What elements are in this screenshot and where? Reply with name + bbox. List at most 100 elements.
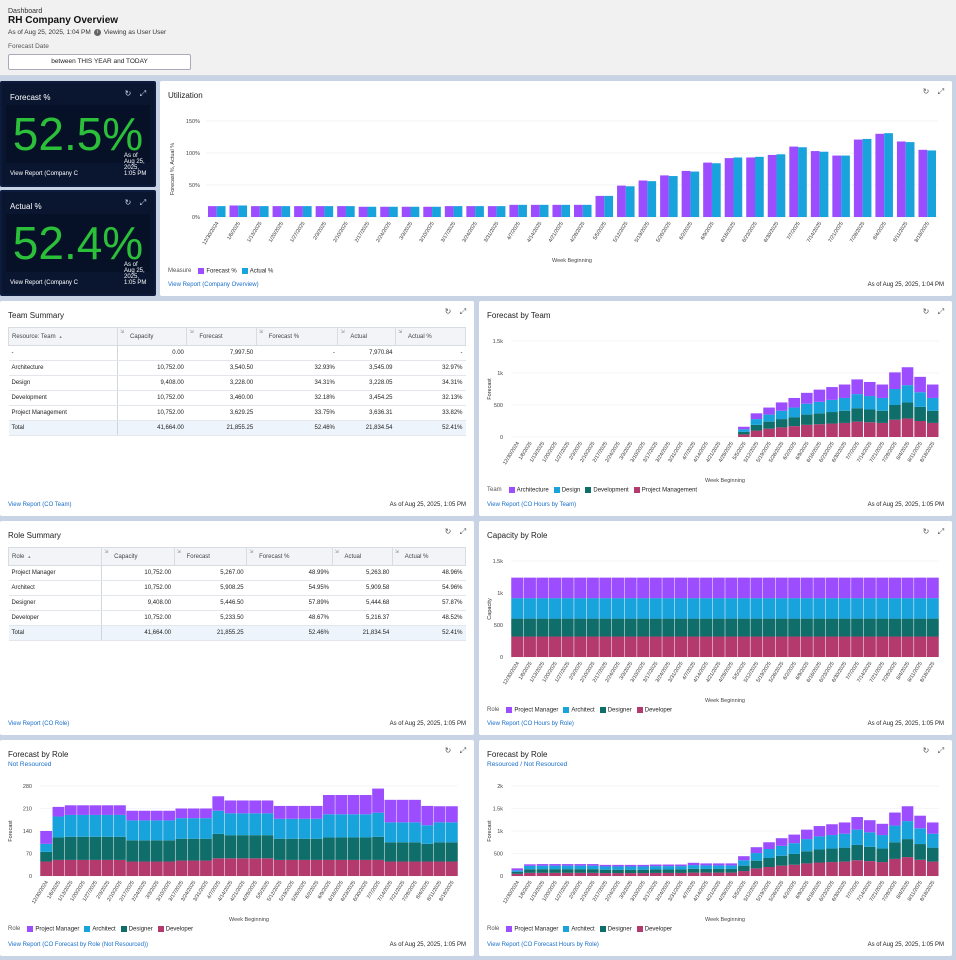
kpi-actual-report-link[interactable]: View Report (Company C	[10, 280, 78, 286]
table-row[interactable]: -0.00 7,997.50-7,970.84-	[8, 345, 466, 361]
expand-icon[interactable]: ⤢	[459, 746, 467, 755]
expand-icon[interactable]: ⤢	[937, 87, 945, 96]
column-header[interactable]: ⇲ Actual %	[395, 327, 466, 346]
legend-item-design[interactable]: Design	[553, 487, 580, 494]
legend-item-developer[interactable]: Developer	[636, 926, 672, 933]
table-row[interactable]: Project Manager 10,752.00 5,267.00 48.99% 5,…	[8, 565, 466, 581]
expand-icon[interactable]: ⤢	[459, 527, 467, 536]
column-menu-icon[interactable]: ⇲	[176, 549, 181, 555]
table-row[interactable]: Total 41,664.00 21,855.25 52.46% 21,834.54 52…	[8, 625, 466, 641]
bar-segment	[876, 577, 889, 599]
column-header[interactable]: ⇲ Forecast %	[246, 547, 333, 566]
column-menu-icon[interactable]: ⇲	[249, 549, 254, 555]
column-menu-icon[interactable]: ⇲	[340, 329, 345, 335]
refresh-icon[interactable]: ↻	[922, 746, 930, 755]
bar-segment	[536, 872, 549, 876]
forecast-by-team-report-link[interactable]: View Report (CO Hours by Team)	[487, 502, 577, 508]
refresh-icon[interactable]: ↻	[444, 307, 452, 316]
column-menu-icon[interactable]: ⇲	[398, 329, 403, 335]
refresh-icon[interactable]: ↻	[444, 527, 452, 536]
refresh-icon[interactable]: ↻	[922, 527, 930, 536]
column-menu-icon[interactable]: ⇲	[120, 329, 125, 335]
column-header[interactable]: ⇲ Capacity	[117, 327, 188, 346]
column-header[interactable]: Resource: Team ▲	[7, 327, 119, 346]
capacity-by-role-report-link[interactable]: View Report (CO Hours by Role)	[487, 721, 574, 727]
sort-icon[interactable]: ▲	[58, 333, 63, 339]
legend-item-architect[interactable]: Architect	[84, 926, 116, 933]
legend-item-forecast[interactable]: Forecast %	[198, 268, 237, 275]
column-header[interactable]: ⇲ Forecast %	[255, 327, 339, 346]
forecast-by-role-r-subtitle[interactable]: Resourced / Not Resourced	[487, 761, 568, 768]
column-header[interactable]: ⇲ Forecast	[173, 547, 248, 566]
expand-icon[interactable]: ⤢	[937, 527, 945, 536]
table-cell: 57.87%	[392, 595, 466, 611]
column-menu-icon[interactable]: ⇲	[334, 549, 339, 555]
table-row[interactable]: Design 9,408.00 3,228.00 34.31% 3,228.05 34.3…	[8, 375, 466, 391]
forecast-by-role-nr-report-link[interactable]: View Report (CO Forecast by Role (Not Re…	[8, 942, 148, 948]
column-menu-icon[interactable]: ⇲	[189, 329, 194, 335]
legend-item-designer[interactable]: Designer	[120, 926, 153, 933]
sort-icon[interactable]: ▲	[27, 553, 32, 559]
column-header[interactable]: ⇲ Actual	[331, 547, 393, 566]
legend-item-architecture[interactable]: Architecture	[508, 487, 549, 494]
legend-item-designer[interactable]: Designer	[599, 707, 632, 714]
table-row[interactable]: Total 41,664.00 21,855.25 52.46% 21,834.54 52…	[8, 420, 466, 436]
expand-icon[interactable]: ⤢	[937, 307, 945, 316]
legend-item-architect[interactable]: Architect	[563, 707, 595, 714]
expand-icon[interactable]: ⤢	[937, 746, 945, 755]
forecast-by-role-r-report-link[interactable]: View Report (CO Forecast Hours by Role)	[487, 942, 599, 948]
forecast-by-role-nr-subtitle[interactable]: Not Resourced	[8, 761, 52, 768]
column-header[interactable]: ⇲ Actual %	[391, 547, 467, 566]
table-cell: 0.00	[117, 345, 187, 361]
breadcrumb[interactable]: Dashboard	[8, 8, 43, 15]
refresh-icon[interactable]: ↻	[922, 87, 930, 96]
bar	[595, 195, 605, 217]
table-row[interactable]: Designer 9,408.00 5,446.50 57.89% 5,444.68 57…	[8, 595, 466, 611]
legend-item-actual[interactable]: Actual %	[241, 268, 273, 275]
expand-icon[interactable]: ⤢	[139, 198, 147, 207]
x-tick-label: 7/28/2025	[849, 221, 866, 244]
legend-item-project-manager[interactable]: Project Manager	[506, 707, 558, 714]
column-menu-icon[interactable]: ⇲	[394, 549, 399, 555]
legend-item-developer[interactable]: Developer	[157, 926, 193, 933]
legend-item-project-manager[interactable]: Project Manager	[506, 926, 558, 933]
expand-icon[interactable]: ⤢	[459, 307, 467, 316]
role-summary-report-link[interactable]: View Report (CO Role)	[8, 721, 70, 727]
table-cell: 34.31%	[395, 375, 466, 391]
column-header[interactable]: ⇲ Actual	[337, 327, 396, 346]
table-cell: 5,263.80	[332, 565, 393, 581]
column-header[interactable]: ⇲ Forecast	[186, 327, 257, 346]
table-row[interactable]: Developer 10,752.00 5,233.50 48.67% 5,216.37…	[8, 610, 466, 626]
table-cell: 32.93%	[256, 360, 338, 376]
expand-icon[interactable]: ⤢	[139, 89, 147, 98]
bar-segment	[611, 618, 625, 637]
legend-item-project-management[interactable]: Project Management	[633, 487, 697, 494]
bar-segment	[310, 818, 323, 839]
column-header[interactable]: ⇲ Capacity	[101, 547, 175, 566]
table-cell: 10,752.00	[101, 565, 175, 581]
refresh-icon[interactable]: ↻	[444, 746, 452, 755]
legend-item-developer[interactable]: Developer	[636, 707, 672, 714]
legend-item-development[interactable]: Development	[585, 487, 629, 494]
legend-item-project-manager[interactable]: Project Manager	[27, 926, 79, 933]
refresh-icon[interactable]: ↻	[922, 307, 930, 316]
kpi-forecast-report-link[interactable]: View Report (Company C	[10, 171, 78, 177]
table-row[interactable]: Development 10,752.00 3,460.00 32.18% 3,454.…	[8, 390, 466, 406]
forecast-date-filter[interactable]: between THIS YEAR and TODAY	[8, 54, 191, 70]
refresh-icon[interactable]: ↻	[124, 198, 132, 207]
column-header[interactable]: Role ▲	[7, 547, 103, 566]
column-menu-icon[interactable]: ⇲	[258, 329, 263, 335]
utilization-report-link[interactable]: View Report (Company Overview)	[168, 282, 259, 288]
refresh-icon[interactable]: ↻	[124, 89, 132, 98]
table-row[interactable]: Architecture 10,752.00 3,540.50 32.93% 3,545…	[8, 360, 466, 376]
legend-item-architect[interactable]: Architect	[563, 926, 595, 933]
table-row[interactable]: Project Management 10,752.00 3,629.25 33.75…	[8, 405, 466, 421]
bar-segment	[335, 859, 348, 876]
table-row[interactable]: Architect 10,752.00 5,908.25 54.95% 5,909.58…	[8, 580, 466, 596]
team-summary-report-link[interactable]: View Report (CO Team)	[8, 502, 72, 508]
bar-segment	[687, 862, 700, 866]
column-menu-icon[interactable]: ⇲	[104, 549, 109, 555]
y-tick-label: 500	[494, 403, 503, 409]
legend-item-designer[interactable]: Designer	[599, 926, 632, 933]
bar-segment	[826, 423, 838, 437]
